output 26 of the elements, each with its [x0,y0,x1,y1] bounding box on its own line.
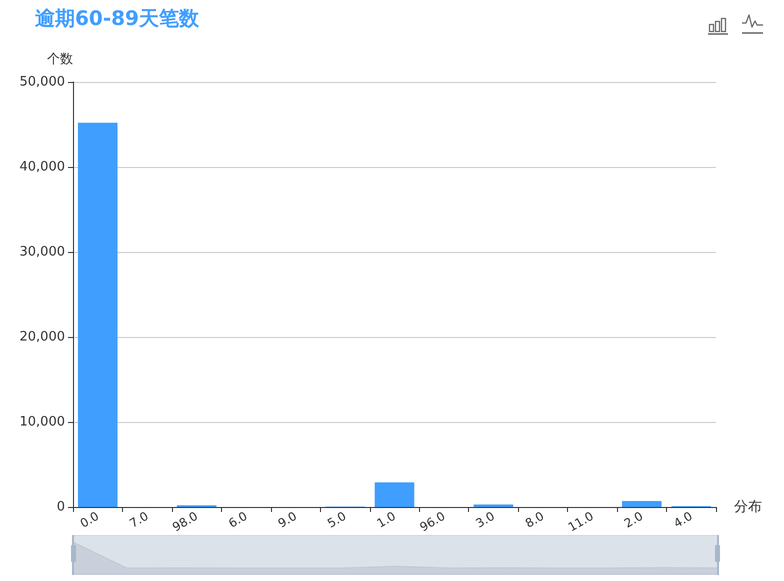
x-tick-label: 8.0 [522,508,546,531]
x-axis-title: 分布 [734,499,762,515]
x-tick-label: 11.0 [566,508,596,534]
y-tick-label: 20,000 [20,330,65,344]
y-tick-label: 30,000 [20,244,65,260]
x-tick-label: 98.0 [170,508,200,534]
x-tick-label: 3.0 [473,508,497,531]
y-tick-label: 40,000 [20,160,65,174]
y-tick-label: 10,000 [20,414,65,430]
x-tick-label: 0.0 [78,508,102,531]
x-tick-label: 6.0 [226,508,250,531]
x-tick-label: 7.0 [127,508,151,531]
chart-title: 逾期60-89天笔数 [35,6,200,30]
y-tick-label: 50,000 [20,74,65,90]
x-tick-label: 1.0 [374,508,398,531]
bar [622,501,662,507]
y-axis-title: 个数 [47,52,73,67]
x-tick-label: 4.0 [671,508,695,531]
x-tick-label: 9.0 [276,508,300,531]
x-tick-label: 5.0 [325,508,349,531]
y-tick-label: 0 [56,500,65,514]
x-tick-label: 96.0 [417,508,448,534]
bar [474,504,514,507]
bar [78,122,118,507]
x-tick-label: 2.0 [622,508,646,531]
bar [374,482,414,507]
